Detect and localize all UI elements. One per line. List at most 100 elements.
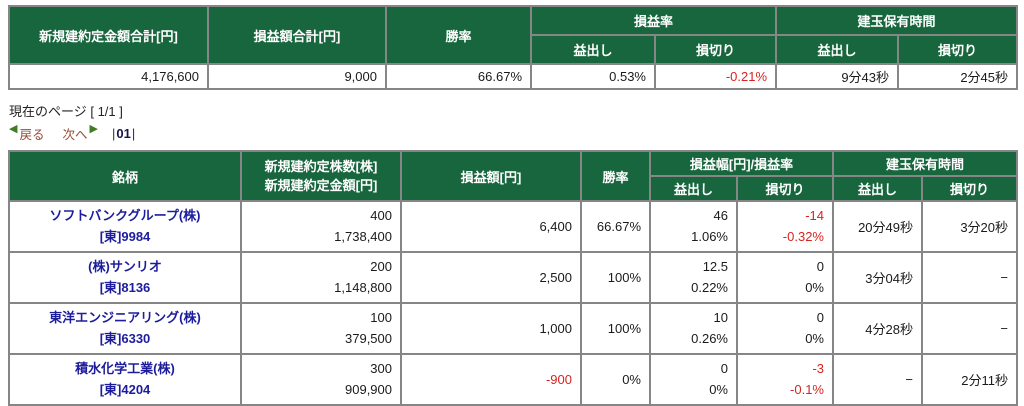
trade-results-page: 新規建約定金額合計[円] 損益額合計[円] 勝率 損益率 建玉保有時間 益出し … [8,5,1019,406]
stock-name-cell: (株)サンリオ [東]8136 [8,251,242,304]
qty-value: 400 [370,208,392,224]
pipe-separator: | [111,126,116,141]
pagination: 現在のページ [ 1/1 ] ◀ 戻る 次へ ▶ |01| [9,101,1016,143]
amount-value: 909,900 [345,381,392,397]
header-stock: 銘柄 [8,150,242,202]
summary-pl-total-value: 9,000 [207,63,387,90]
summary-amount-total-value: 4,176,600 [8,63,209,90]
current-page-label: 現在のページ [ 1/1 ] [9,104,123,119]
profit-width-value: 0 [720,361,728,377]
profit-rate-value: 0% [709,381,728,397]
subheader-pl-rate-profit-taking: 益出し [530,34,656,65]
summary-time-profit-value: 9分43秒 [775,63,900,90]
loss-width-value: -3 [812,361,824,377]
header-qty-line: 新規建約定株数[株] [264,158,378,174]
loss-cutting-cell: 0 0% [736,302,834,355]
stock-row-4204: 積水化学工業(株) [東]4204 300 909,900 -900 0% 0 … [8,353,1019,406]
subheader-time-profit-taking: 益出し [832,175,923,202]
time-loss-value: − [920,251,1019,304]
pl-amount-value: 6,400 [400,200,582,253]
profit-width-value: 10 [713,310,728,326]
header-holding-time-group: 建玉保有時間 [775,5,1019,36]
time-profit-value: − [832,353,923,406]
loss-width-value: 0 [816,310,824,326]
win-rate-value: 100% [580,302,651,355]
loss-rate-value: -0.1% [790,381,824,397]
profit-taking-cell: 0 0% [649,353,738,406]
summary-win-rate-value: 66.67% [385,63,532,90]
stock-name-link[interactable]: 積水化学工業(株) [75,360,175,376]
stock-code-link[interactable]: [東]8136 [99,279,151,295]
amount-value: 379,500 [345,330,392,346]
time-profit-value: 3分04秒 [832,251,923,304]
pl-amount-value: 2,500 [400,251,582,304]
stock-code-link[interactable]: [東]6330 [99,330,151,346]
subheader-time-loss-cutting: 損切り [920,175,1019,202]
loss-cutting-cell: -14 -0.32% [736,200,834,253]
next-link[interactable]: 次へ ▶ [62,124,97,143]
qty-value: 100 [370,310,392,326]
summary-row: 4,176,600 9,000 66.67% 0.53% -0.21% 9分43… [8,63,1019,90]
subheader-pl-profit-taking: 益出し [649,175,738,202]
qty-amount-cell: 200 1,148,800 [240,251,402,304]
profit-taking-cell: 10 0.26% [649,302,738,355]
page-number-01[interactable]: 01 [116,126,131,141]
next-arrow-icon: ▶ [89,123,98,135]
qty-value: 300 [370,361,392,377]
stock-code-link[interactable]: [東]9984 [99,228,151,244]
stock-row-8136: (株)サンリオ [東]8136 200 1,148,800 2,500 100%… [8,251,1019,304]
time-loss-value: 3分20秒 [920,200,1019,253]
stock-name-cell: 東洋エンジニアリング(株) [東]6330 [8,302,242,355]
stock-name-cell: 積水化学工業(株) [東]4204 [8,353,242,406]
time-loss-value: − [920,302,1019,355]
win-rate-value: 66.67% [580,200,651,253]
back-link-label: 戻る [19,128,45,142]
loss-cutting-cell: 0 0% [736,251,834,304]
header-holding-time-group: 建玉保有時間 [831,150,1019,177]
summary-pl-rate-loss-value: -0.21% [653,63,778,90]
pl-amount-value: -900 [400,353,582,406]
profit-rate-value: 0.22% [691,279,728,295]
stock-detail-table: 銘柄 新規建約定株数[株] 新規建約定金額[円] 損益額[円] 勝率 損益幅[円… [8,150,1019,406]
profit-rate-value: 1.06% [691,228,728,244]
header-win-rate: 勝率 [385,5,532,65]
subheader-pl-loss-cutting: 損切り [736,175,834,202]
summary-pl-rate-profit-value: 0.53% [530,63,656,90]
loss-rate-value: 0% [805,330,824,346]
header-pl-range-group: 損益幅[円]/損益率 [649,150,834,177]
qty-amount-cell: 300 909,900 [240,353,402,406]
header-win-rate: 勝率 [580,150,651,202]
profit-width-value: 46 [713,208,728,224]
header-amount-line: 新規建約定金額[円] [264,178,378,193]
header-pl-amount-total: 損益額合計[円] [207,5,387,65]
header-pl-amount: 損益額[円] [400,150,582,202]
qty-amount-cell: 400 1,738,400 [240,200,402,253]
header-new-contract-qty-amount: 新規建約定株数[株] 新規建約定金額[円] [240,150,402,202]
loss-cutting-cell: -3 -0.1% [736,353,834,406]
stock-name-link[interactable]: ソフトバンクグループ(株) [49,207,201,223]
profit-rate-value: 0.26% [691,330,728,346]
qty-value: 200 [370,259,392,275]
back-link[interactable]: ◀ 戻る [9,124,44,143]
win-rate-value: 0% [580,353,651,406]
back-arrow-icon: ◀ [9,123,18,135]
amount-value: 1,738,400 [334,228,392,244]
win-rate-value: 100% [580,251,651,304]
stock-name-cell: ソフトバンクグループ(株) [東]9984 [8,200,242,253]
time-profit-value: 4分28秒 [832,302,923,355]
pl-amount-value: 1,000 [400,302,582,355]
stock-row-9984: ソフトバンクグループ(株) [東]9984 400 1,738,400 6,40… [8,200,1019,253]
header-pl-rate-group: 損益率 [529,5,778,36]
time-loss-value: 2分11秒 [920,353,1019,406]
stock-row-6330: 東洋エンジニアリング(株) [東]6330 100 379,500 1,000 … [8,302,1019,355]
qty-amount-cell: 100 379,500 [240,302,402,355]
loss-width-value: 0 [816,259,824,275]
stock-name-link[interactable]: (株)サンリオ [88,258,162,274]
subheader-time-loss-cutting: 損切り [897,34,1019,65]
profit-taking-cell: 46 1.06% [649,200,738,253]
profit-width-value: 12.5 [702,259,728,275]
time-profit-value: 20分49秒 [832,200,923,253]
loss-width-value: -14 [805,208,824,224]
stock-name-link[interactable]: 東洋エンジニアリング(株) [49,309,201,325]
stock-code-link[interactable]: [東]4204 [99,381,151,397]
